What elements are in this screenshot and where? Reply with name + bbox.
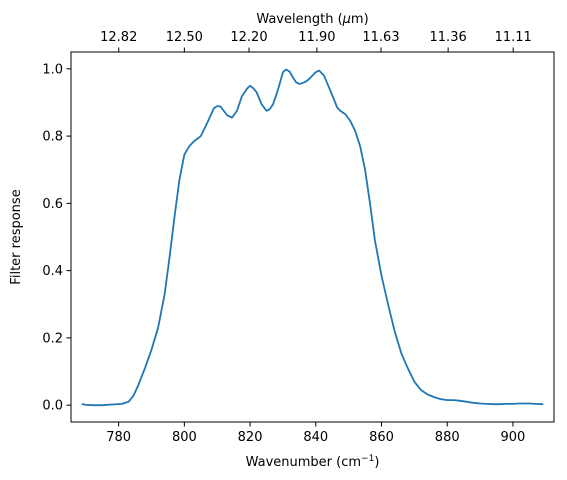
top-tick-label: 12.20 bbox=[230, 30, 267, 45]
plot-frame bbox=[70, 51, 555, 423]
filter-response-line bbox=[81, 68, 544, 407]
y-tick-label: 1.0 bbox=[42, 62, 63, 77]
x-tick-label: 860 bbox=[369, 430, 394, 445]
y-tick-label: 0.2 bbox=[42, 331, 63, 346]
y-tick-label: 0.6 bbox=[42, 197, 63, 212]
x-tick-label: 880 bbox=[435, 430, 460, 445]
x-axis-ticks: 780 800 820 840 860 880 900 bbox=[106, 422, 525, 445]
top-tick-label: 12.82 bbox=[100, 30, 137, 45]
x-tick-label: 840 bbox=[303, 430, 328, 445]
y-tick-label: 0.8 bbox=[42, 130, 63, 145]
x-axis-label-close: ) bbox=[374, 455, 379, 470]
x-axis-label: Wavenumber (cm−1) bbox=[246, 454, 380, 470]
plot-series bbox=[81, 68, 544, 407]
top-tick-label: 11.36 bbox=[430, 30, 467, 45]
x-axis-label-main: Wavenumber (cm bbox=[246, 455, 361, 470]
x-tick-label: 820 bbox=[238, 430, 263, 445]
top-axis-label-unit: m) bbox=[351, 12, 369, 27]
top-tick-label: 11.11 bbox=[495, 30, 532, 45]
y-axis-label: Filter response bbox=[9, 189, 24, 284]
top-tick-label: 11.63 bbox=[362, 30, 399, 45]
x-tick-label: 780 bbox=[106, 430, 131, 445]
top-axis-label-main: Wavelength ( bbox=[256, 12, 342, 27]
x-axis-label-sup: −1 bbox=[361, 454, 374, 464]
x-tick-label: 800 bbox=[172, 430, 197, 445]
x-tick-label: 900 bbox=[501, 430, 526, 445]
top-axis-label: Wavelength (μm) bbox=[256, 12, 368, 27]
top-axis-ticks: 12.82 12.50 12.20 11.90 11.63 11.36 11.11 bbox=[100, 30, 532, 52]
top-tick-label: 11.90 bbox=[298, 30, 335, 45]
y-tick-label: 0.0 bbox=[42, 399, 63, 414]
y-axis-ticks: 0.0 0.2 0.4 0.6 0.8 1.0 bbox=[42, 62, 71, 414]
top-tick-label: 12.50 bbox=[166, 30, 203, 45]
y-tick-label: 0.4 bbox=[42, 264, 63, 279]
top-axis-label-mu: μ bbox=[342, 12, 351, 27]
